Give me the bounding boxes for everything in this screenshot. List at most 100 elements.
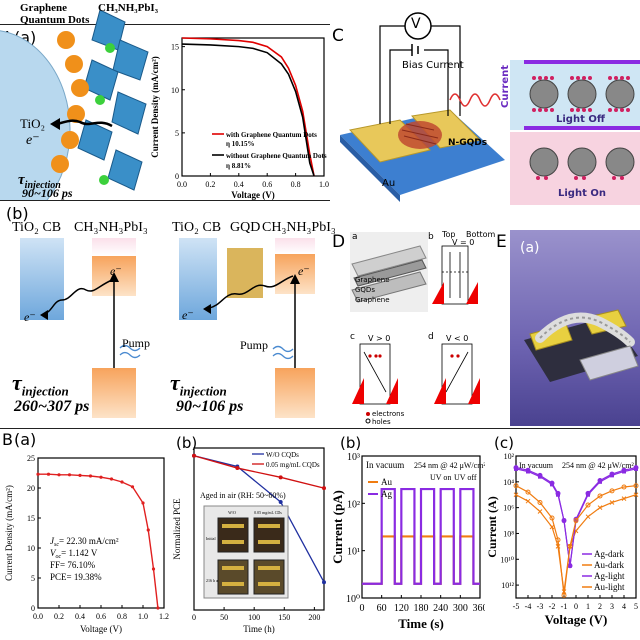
data-point — [235, 466, 240, 471]
y-axis-label: Current (pA) — [330, 490, 345, 564]
graphene-qd-scene — [0, 9, 149, 200]
y-tick-label: 10¹² — [501, 581, 514, 590]
data-point — [99, 475, 103, 479]
series-line — [515, 485, 637, 596]
photocurrent-time-chart: 0 60 120 180 240 300 360 10⁰ 10¹ 10² 10³ Time (s) Cu… — [330, 452, 485, 631]
tau-injection-a: τinjection — [18, 172, 61, 191]
d-holes: holes — [372, 418, 391, 426]
y-tick-label: 10⁶ — [503, 504, 514, 513]
series-line — [193, 455, 325, 583]
tau-subscript: injection — [24, 180, 61, 191]
legend-label: Au-light — [594, 582, 625, 592]
y-tick-label: 0 — [31, 604, 35, 613]
jsc-subscript: sc — [54, 542, 59, 548]
data-point — [633, 465, 639, 471]
injection-time-left: 260~307 ps — [14, 398, 90, 415]
panel-label-d: D — [332, 232, 346, 252]
x-tick-label: 0 — [574, 602, 578, 611]
legend-label: Ag-dark — [594, 549, 624, 559]
x-axis-label: Time (h) — [243, 624, 274, 634]
tio2-cb-right: TiO₂ CB — [172, 220, 222, 235]
thumb-row-label: Initial — [206, 536, 216, 541]
data-point — [561, 592, 567, 598]
data-point — [525, 489, 531, 495]
gqd-heterostructure — [350, 232, 428, 312]
panel-label-b-a: (a) — [14, 430, 37, 449]
legend-label: Ag — [381, 489, 392, 499]
light-label: 254 nm @ 42 μW/cm² — [562, 461, 634, 470]
x-tick-label: 300 — [453, 603, 468, 614]
current-axis-label-c: Current — [500, 64, 511, 108]
perovskite-right: CH₃NH₃PbI₃ — [262, 220, 336, 235]
data-point — [609, 500, 615, 505]
d-vpos: V > 0 — [368, 334, 391, 343]
electron-label-a: e⁻ — [26, 133, 40, 148]
plot-frame-aa — [181, 37, 325, 177]
y-tick-label: 20 — [27, 484, 35, 493]
data-point — [621, 467, 627, 473]
data-point — [146, 528, 150, 532]
y-tick-label: 10² — [347, 499, 360, 510]
data-point — [322, 486, 326, 491]
divider-a-mid — [0, 200, 330, 201]
x-tick-label: 180 — [414, 603, 429, 614]
gqd-right: GQD — [230, 220, 261, 235]
x-tick-label: 200 — [308, 613, 320, 622]
d-top: Top — [442, 230, 456, 239]
x-tick-label: -1 — [561, 602, 568, 611]
x-tick-label: 4 — [622, 602, 626, 611]
device-thumbnail — [217, 517, 249, 553]
data-point — [537, 509, 543, 514]
d-sub-d: d — [428, 332, 434, 342]
photodetector-device — [340, 12, 505, 202]
x-tick-label: 1.0 — [319, 180, 329, 189]
tio2-label: TiO₂ — [20, 116, 46, 131]
perovskite-left: CH₃NH₃PbI₃ — [74, 220, 148, 235]
y-tick-label: 25 — [27, 454, 35, 463]
light-on-label: Light On — [558, 188, 606, 199]
panel-label-b-b: (b) — [176, 434, 198, 452]
graphene-label: Graphene — [20, 2, 68, 14]
x-tick-label: 150 — [278, 613, 290, 622]
jsc-symbol: J — [50, 536, 55, 546]
divider-a-top — [0, 24, 330, 25]
tio2-cb-left: TiO₂ CB — [12, 220, 62, 235]
y-axis-label: Current (A) — [486, 496, 499, 557]
x-tick-label: 0.6 — [96, 612, 106, 621]
y-tick-label: 0 — [175, 172, 179, 181]
data-point — [278, 475, 283, 480]
light-off-label: Light Off — [556, 114, 605, 125]
tau-injection-left: τinjection — [12, 370, 69, 399]
data-point — [156, 606, 160, 610]
data-point — [555, 537, 561, 543]
series-line — [362, 487, 480, 585]
condition-label: In vacuum — [366, 460, 404, 470]
data-point — [525, 467, 531, 473]
thumb-electrode — [222, 582, 244, 586]
tau-injection-right: τinjection — [170, 370, 227, 399]
data-point — [78, 473, 82, 477]
perovskite-octahedra — [77, 9, 149, 191]
data-point — [609, 471, 615, 477]
uv-off-label: UV off — [454, 473, 477, 482]
series-line — [181, 37, 315, 177]
device-3d-shapes — [524, 309, 639, 382]
iv-log-chart: -5 -4 -3 -2 -1 0 1 2 3 4 5 10² 10⁴ 10⁶ 10⁸ 10¹⁰ 10¹² Volt… — [486, 452, 639, 627]
jsc-value: = 22.30 mA/cm² — [59, 536, 119, 546]
x-tick-label: 2 — [598, 602, 602, 611]
thumb-electrode — [258, 524, 280, 528]
thumb-header: W/O — [228, 510, 236, 515]
injection-time-right: 90~106 ps — [176, 398, 244, 415]
thumb-electrode — [258, 582, 280, 586]
data-point — [67, 473, 72, 477]
data-point — [513, 465, 519, 471]
d-v0: V = 0 — [452, 238, 475, 247]
thumb-electrode — [222, 524, 244, 528]
thumb-row-label: 216 h aged — [206, 578, 224, 583]
x-tick-label: 1.2 — [159, 612, 169, 621]
quantum-dots-label: Quantum Dots — [20, 14, 90, 26]
data-point — [537, 499, 543, 505]
x-axis-label: Voltage (V) — [545, 612, 608, 627]
x-tick-label: 0.0 — [177, 180, 187, 189]
jsc-annotation: Jsc= 22.30 mA/cm² — [50, 536, 119, 548]
